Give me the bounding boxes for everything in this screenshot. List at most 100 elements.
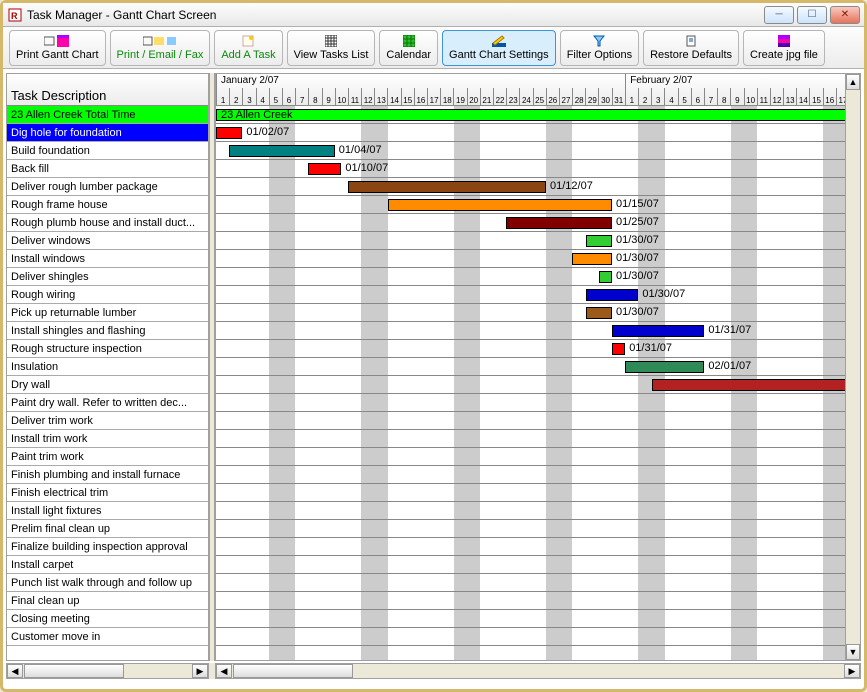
day-cell: 20	[467, 88, 480, 106]
bar-date-label: 01/30/07	[616, 252, 659, 264]
task-row[interactable]: Install trim work	[7, 430, 208, 448]
toolbar-add-task-button[interactable]: Add A Task	[214, 30, 282, 66]
day-cell: 8	[717, 88, 730, 106]
scroll-down-arrow[interactable]: ▼	[846, 644, 860, 660]
day-cell: 12	[770, 88, 783, 106]
scroll-left-arrow[interactable]: ◀	[216, 664, 232, 678]
task-row[interactable]: Rough wiring	[7, 286, 208, 304]
task-row[interactable]: Dry wall	[7, 376, 208, 394]
day-cell: 16	[414, 88, 427, 106]
task-row[interactable]: Deliver trim work	[7, 412, 208, 430]
chart-row	[216, 340, 860, 358]
gantt-bar[interactable]	[586, 289, 639, 301]
bar-date-label: 01/30/07	[616, 270, 659, 282]
task-row[interactable]: 23 Allen Creek Total Time	[7, 106, 208, 124]
toolbar-label: Filter Options	[567, 49, 632, 61]
chart-row	[216, 322, 860, 340]
gantt-bar[interactable]	[612, 343, 625, 355]
gantt-bar[interactable]	[612, 325, 704, 337]
scroll-thumb[interactable]	[233, 664, 353, 678]
app-icon: R	[7, 7, 23, 23]
gantt-bar[interactable]	[625, 361, 704, 373]
task-row[interactable]: Deliver windows	[7, 232, 208, 250]
task-row[interactable]: Build foundation	[7, 142, 208, 160]
gantt-bar[interactable]	[572, 253, 612, 265]
print-gantt-icon	[44, 34, 70, 48]
task-row[interactable]: Back fill	[7, 160, 208, 178]
bar-date-label: 01/04/07	[339, 144, 382, 156]
toolbar-view-tasks-button[interactable]: View Tasks List	[287, 30, 376, 66]
toolbar-restore-button[interactable]: Restore Defaults	[643, 30, 739, 66]
chart-hscrollbar[interactable]: ◀ ▶	[215, 663, 861, 679]
scroll-right-arrow[interactable]: ▶	[844, 664, 860, 678]
chart-body[interactable]: 23 Allen Creek01/02/0701/04/0701/10/0701…	[216, 106, 860, 660]
task-row[interactable]: Finish plumbing and install furnace	[7, 466, 208, 484]
scroll-left-arrow[interactable]: ◀	[7, 664, 23, 678]
task-row[interactable]: Punch list walk through and follow up	[7, 574, 208, 592]
task-row[interactable]: Finish electrical trim	[7, 484, 208, 502]
task-row[interactable]: Final clean up	[7, 592, 208, 610]
task-row[interactable]: Insulation	[7, 358, 208, 376]
chart-row	[216, 556, 860, 574]
task-row[interactable]: Finalize building inspection approval	[7, 538, 208, 556]
chart-row	[216, 412, 860, 430]
task-row[interactable]: Install shingles and flashing	[7, 322, 208, 340]
gantt-bar[interactable]	[586, 307, 612, 319]
scroll-up-arrow[interactable]: ▲	[846, 74, 860, 90]
gantt-bar[interactable]	[216, 127, 242, 139]
gantt-bar[interactable]	[308, 163, 341, 175]
toolbar-create-jpg-button[interactable]: Create jpg file	[743, 30, 825, 66]
chart-row	[216, 574, 860, 592]
toolbar-calendar-button[interactable]: Calendar	[379, 30, 438, 66]
task-row[interactable]: Rough frame house	[7, 196, 208, 214]
chart-row	[216, 430, 860, 448]
gantt-bar[interactable]	[229, 145, 335, 157]
maximize-button[interactable]: ☐	[797, 6, 827, 24]
day-cell: 16	[823, 88, 836, 106]
day-cell: 14	[387, 88, 400, 106]
close-button[interactable]: ✕	[830, 6, 860, 24]
gantt-bar[interactable]	[586, 235, 612, 247]
toolbar-print-gantt-button[interactable]: Print Gantt Chart	[9, 30, 106, 66]
day-cell: 17	[427, 88, 440, 106]
task-row[interactable]: Rough plumb house and install duct...	[7, 214, 208, 232]
toolbar: Print Gantt ChartPrint / Email / FaxAdd …	[3, 27, 864, 69]
chart-row	[216, 484, 860, 502]
task-row[interactable]: Paint trim work	[7, 448, 208, 466]
add-task-icon	[242, 34, 254, 48]
minimize-button[interactable]: ─	[764, 6, 794, 24]
day-cell: 13	[374, 88, 387, 106]
task-row[interactable]: Rough structure inspection	[7, 340, 208, 358]
task-row[interactable]: Pick up returnable lumber	[7, 304, 208, 322]
day-cell: 14	[796, 88, 809, 106]
day-cell: 2	[229, 88, 242, 106]
toolbar-print-email-fax-button[interactable]: Print / Email / Fax	[110, 30, 211, 66]
scroll-thumb[interactable]	[24, 664, 124, 678]
toolbar-filter-button[interactable]: Filter Options	[560, 30, 639, 66]
task-hscrollbar[interactable]: ◀ ▶	[6, 663, 209, 679]
gantt-bar[interactable]	[506, 217, 612, 229]
task-row[interactable]: Prelim final clean up	[7, 520, 208, 538]
vertical-scrollbar[interactable]: ▲ ▼	[845, 73, 861, 661]
gantt-bar[interactable]	[348, 181, 546, 193]
gantt-bar[interactable]	[388, 199, 612, 211]
gantt-bar[interactable]: 23 Allen Creek	[216, 109, 850, 121]
task-row[interactable]: Install light fixtures	[7, 502, 208, 520]
gantt-bar[interactable]	[652, 379, 850, 391]
task-row[interactable]: Install carpet	[7, 556, 208, 574]
task-row[interactable]: Paint dry wall. Refer to written dec...	[7, 394, 208, 412]
scroll-right-arrow[interactable]: ▶	[192, 664, 208, 678]
chart-row	[216, 124, 860, 142]
task-row[interactable]: Install windows	[7, 250, 208, 268]
day-cell: 9	[322, 88, 335, 106]
gantt-bar[interactable]	[599, 271, 612, 283]
day-cell: 19	[453, 88, 466, 106]
task-row[interactable]: Customer move in	[7, 628, 208, 646]
task-row[interactable]: Deliver rough lumber package	[7, 178, 208, 196]
task-row[interactable]: Deliver shingles	[7, 268, 208, 286]
day-cell: 5	[678, 88, 691, 106]
view-tasks-icon	[325, 34, 337, 48]
task-row[interactable]: Closing meeting	[7, 610, 208, 628]
toolbar-gantt-settings-button[interactable]: Gantt Chart Settings	[442, 30, 556, 66]
task-row[interactable]: Dig hole for foundation	[7, 124, 208, 142]
